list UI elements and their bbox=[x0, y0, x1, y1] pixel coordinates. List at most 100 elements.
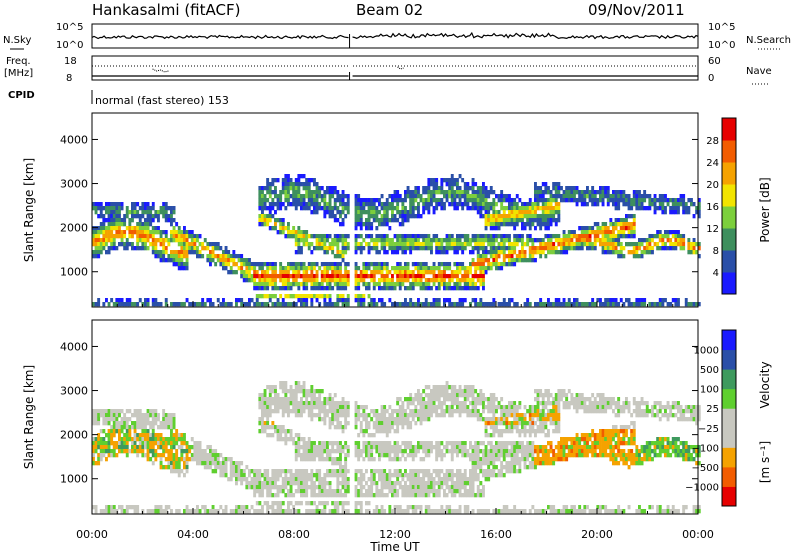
range-cell bbox=[396, 417, 400, 422]
range-cell bbox=[307, 473, 311, 478]
range-cell bbox=[424, 270, 428, 275]
range-cell bbox=[365, 501, 368, 506]
range-cell bbox=[271, 421, 275, 426]
range-cell bbox=[461, 302, 465, 307]
range-cell bbox=[500, 242, 504, 247]
range-cell bbox=[320, 509, 324, 514]
range-cell bbox=[357, 493, 361, 498]
range-cell bbox=[172, 250, 176, 255]
range-cell bbox=[144, 437, 147, 442]
range-cell bbox=[222, 254, 225, 259]
range-cell bbox=[297, 198, 301, 203]
range-cell bbox=[482, 270, 485, 275]
range-cell bbox=[294, 381, 298, 386]
range-cell bbox=[128, 234, 132, 239]
range-cell bbox=[370, 445, 374, 450]
range-cell bbox=[500, 302, 504, 307]
range-cell bbox=[198, 453, 202, 458]
range-cell bbox=[586, 242, 589, 247]
range-cell bbox=[432, 469, 436, 474]
range-cell bbox=[339, 238, 342, 243]
range-cell bbox=[164, 234, 168, 239]
range-cell bbox=[118, 298, 121, 303]
range-cell bbox=[94, 210, 98, 215]
range-cell bbox=[601, 234, 605, 239]
range-cell bbox=[435, 409, 439, 414]
range-cell bbox=[279, 505, 283, 510]
range-cell bbox=[146, 429, 150, 434]
range-cell bbox=[638, 302, 641, 307]
range-cell bbox=[323, 278, 327, 283]
range-cell bbox=[508, 210, 511, 215]
range-cell bbox=[279, 509, 283, 514]
range-cell bbox=[131, 437, 134, 442]
range-cell bbox=[149, 210, 153, 215]
range-cell bbox=[263, 302, 267, 307]
range-cell bbox=[463, 198, 467, 203]
range-cell bbox=[146, 453, 150, 458]
range-cell bbox=[190, 302, 194, 307]
range-cell bbox=[645, 250, 649, 255]
range-cell bbox=[219, 246, 223, 251]
range-cell bbox=[289, 178, 293, 183]
range-cell bbox=[310, 202, 314, 207]
range-cell bbox=[216, 246, 220, 251]
range-cell bbox=[149, 218, 153, 223]
range-cell bbox=[235, 505, 238, 510]
range-cell bbox=[190, 457, 194, 462]
range-cell bbox=[118, 409, 121, 414]
range-cell bbox=[276, 469, 280, 474]
range-cell bbox=[92, 238, 95, 243]
range-cell bbox=[573, 234, 576, 239]
range-cell bbox=[287, 409, 290, 414]
range-cell bbox=[175, 465, 179, 470]
range-cell bbox=[445, 449, 449, 454]
range-cell bbox=[112, 246, 116, 251]
range-cell bbox=[604, 230, 608, 235]
range-cell bbox=[333, 425, 337, 430]
range-cell bbox=[255, 477, 259, 482]
range-cell bbox=[164, 421, 168, 426]
range-cell bbox=[326, 457, 329, 462]
range-cell bbox=[541, 182, 545, 187]
range-cell bbox=[276, 509, 280, 514]
range-cell bbox=[123, 445, 127, 450]
range-cell bbox=[385, 198, 389, 203]
range-cell bbox=[500, 198, 504, 203]
range-cell bbox=[305, 401, 309, 406]
range-cell bbox=[474, 238, 478, 243]
range-cell bbox=[237, 254, 241, 259]
range-cell bbox=[375, 417, 379, 422]
range-cell bbox=[625, 214, 628, 219]
range-cell bbox=[463, 278, 467, 283]
range-cell bbox=[422, 238, 426, 243]
range-cell bbox=[586, 238, 589, 243]
range-cell bbox=[307, 242, 311, 247]
range-cell bbox=[445, 473, 449, 478]
range-cell bbox=[541, 210, 545, 215]
range-cell bbox=[302, 174, 306, 179]
range-cell bbox=[170, 441, 173, 446]
range-cell bbox=[401, 278, 405, 283]
range-cell bbox=[479, 246, 483, 251]
range-cell bbox=[383, 302, 387, 307]
range-cell bbox=[521, 242, 524, 247]
range-cell bbox=[297, 501, 301, 506]
range-cell bbox=[632, 222, 636, 227]
range-cell bbox=[318, 202, 322, 207]
range-cell bbox=[406, 194, 410, 199]
range-cell bbox=[107, 453, 111, 458]
range-cell bbox=[110, 433, 114, 438]
range-cell bbox=[510, 214, 514, 219]
range-cell bbox=[469, 270, 472, 275]
range-cell bbox=[406, 417, 410, 422]
range-cell bbox=[300, 238, 303, 243]
range-cell bbox=[419, 441, 423, 446]
range-cell bbox=[305, 278, 309, 283]
range-cell bbox=[344, 194, 348, 199]
range-cell bbox=[599, 194, 602, 199]
range-cell bbox=[422, 206, 426, 211]
range-cell bbox=[445, 393, 449, 398]
range-cell bbox=[125, 238, 129, 243]
range-cell bbox=[406, 186, 410, 191]
